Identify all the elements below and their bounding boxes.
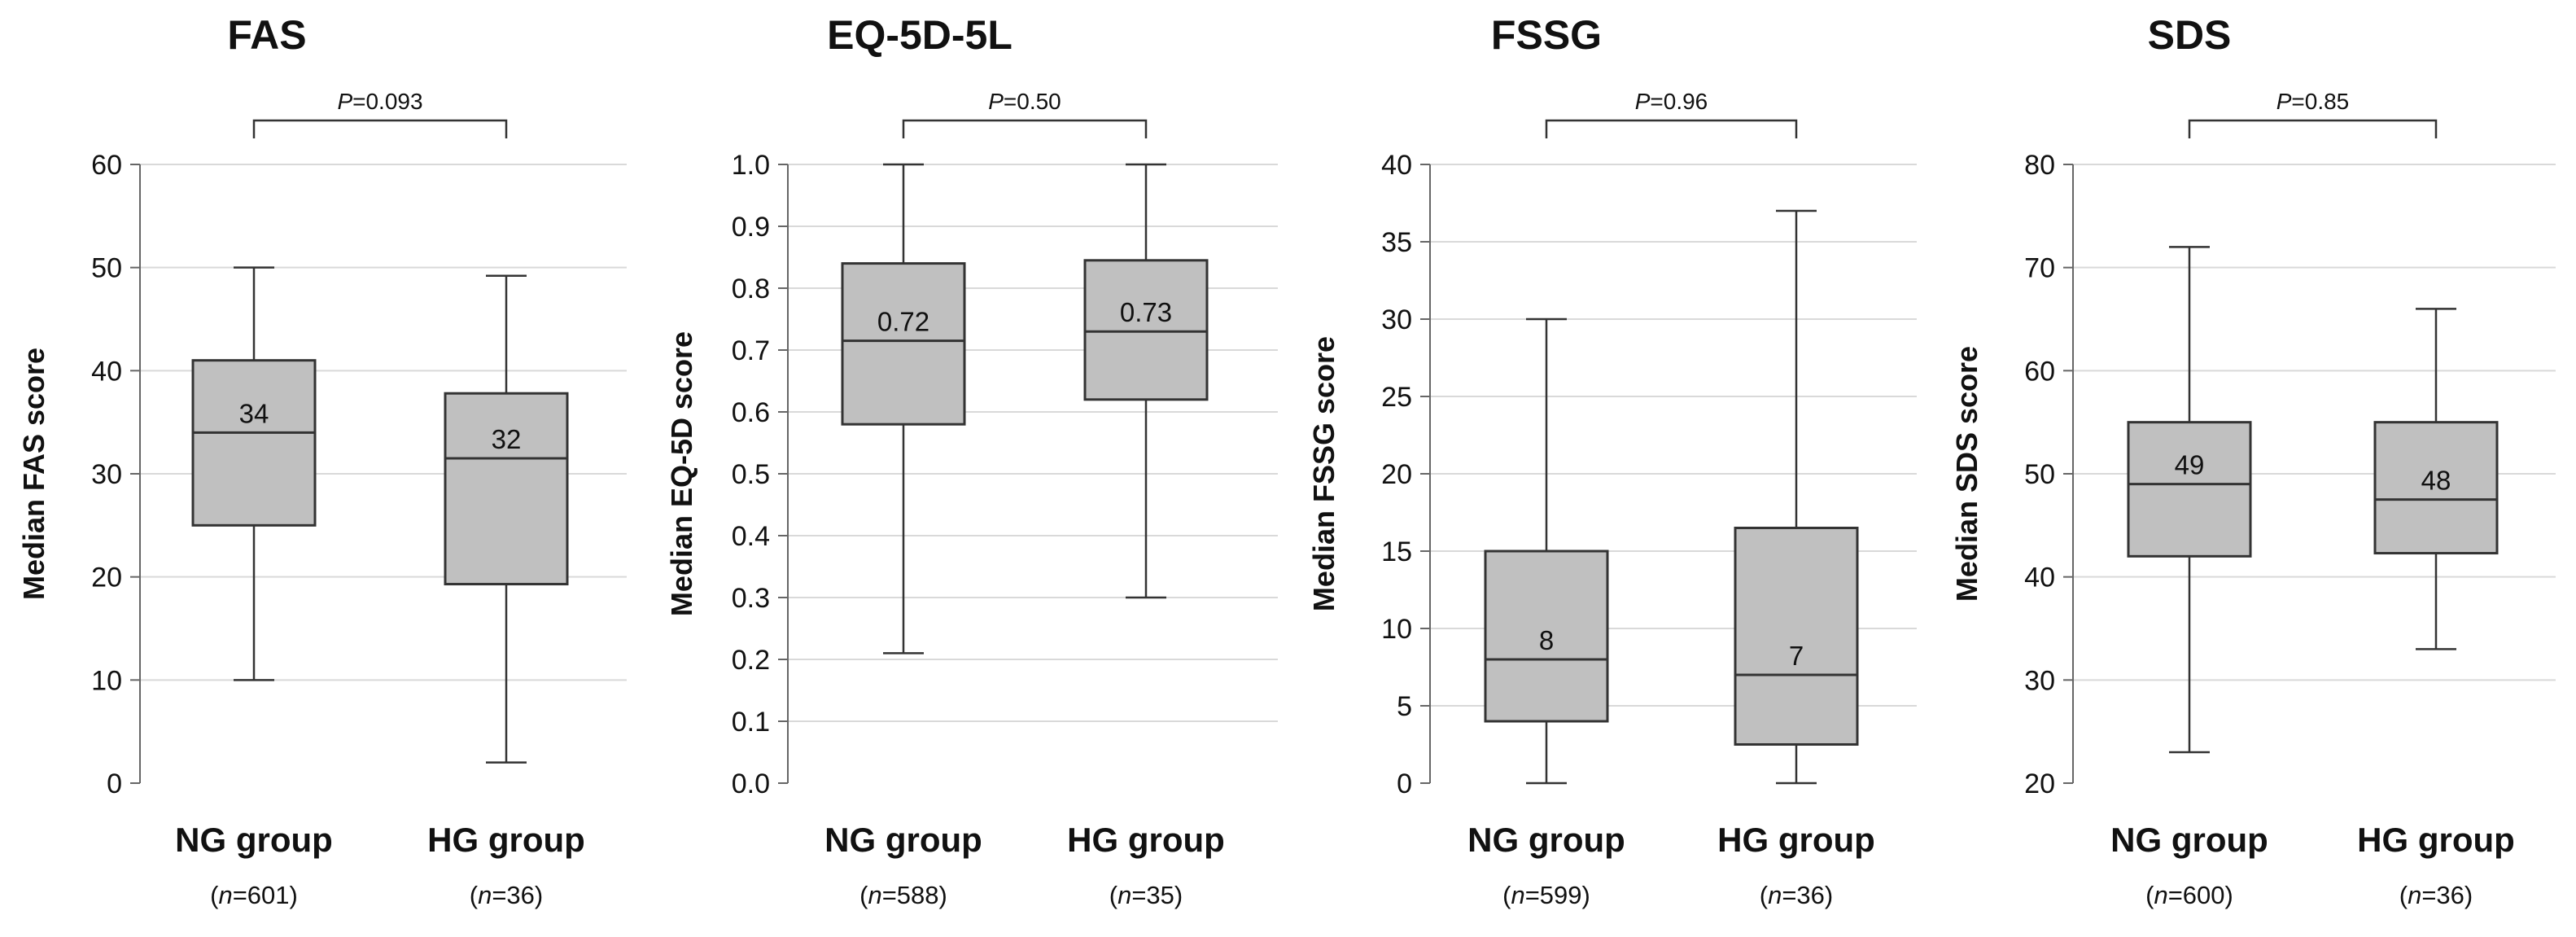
y-axis-label: Median FSSG score xyxy=(1307,336,1340,611)
box-hg-group: 0.73 xyxy=(1083,163,1209,599)
y-tick-label: 50 xyxy=(2024,459,2055,490)
y-tick-label: 20 xyxy=(91,563,122,593)
y-tick-label: 0.7 xyxy=(732,335,770,366)
iqr-box xyxy=(1484,550,1609,723)
box-hg-group: 7 xyxy=(1734,209,1859,785)
sample-size-label: (n=36) xyxy=(1760,881,1834,909)
median-label: 0.73 xyxy=(1120,297,1172,327)
significance-bracket xyxy=(1545,119,1798,138)
iqr-box xyxy=(444,392,569,586)
significance-bracket xyxy=(252,119,508,138)
y-tick-label: 50 xyxy=(91,253,122,284)
group-label: HG group xyxy=(427,821,585,859)
chart-panel-sds: SDS 20 30 40 50 60 70 80 Median SDS score 49 NG gr… xyxy=(1950,12,2556,909)
box-ng-group: 34 xyxy=(191,266,317,681)
sample-size-label: (n=601) xyxy=(210,881,298,909)
median-label: 34 xyxy=(239,398,269,428)
p-value-label: P=0.093 xyxy=(337,89,422,114)
chart-panel-fas: FAS 0 10 20 30 40 50 60 Median FAS score 34 NG gro… xyxy=(17,12,627,909)
group-label: NG group xyxy=(2110,821,2268,859)
median-label: 0.72 xyxy=(877,307,929,337)
y-tick-label: 0.6 xyxy=(732,397,770,428)
y-tick-label: 20 xyxy=(1381,459,1412,490)
median-label: 48 xyxy=(2421,466,2451,496)
y-tick-label: 0.2 xyxy=(732,645,770,676)
iqr-box xyxy=(841,262,966,426)
y-tick-label: 70 xyxy=(2024,253,2055,284)
y-axis-label: Median EQ-5D score xyxy=(665,331,698,616)
y-tick-label: 30 xyxy=(2024,665,2055,696)
y-tick-label: 10 xyxy=(1381,614,1412,645)
box-hg-group: 32 xyxy=(444,274,569,764)
p-value-label: P=0.50 xyxy=(988,89,1061,114)
group-label: NG group xyxy=(1467,821,1625,859)
p-value-label: P=0.85 xyxy=(2276,89,2350,114)
iqr-box xyxy=(1734,527,1859,746)
chart-panel-eq-5d-5l: EQ-5D-5L 0.0 0.1 0.2 0.3 0.4 0.5 0.6 0.7 0.8 0.9 1.… xyxy=(665,12,1278,909)
y-tick-label: 0.0 xyxy=(732,768,770,799)
sample-size-label: (n=36) xyxy=(2399,881,2473,909)
y-tick-label: 30 xyxy=(91,459,122,490)
p-value-label: P=0.96 xyxy=(1635,89,1708,114)
group-label: HG group xyxy=(1717,821,1875,859)
y-tick-label: 40 xyxy=(2024,563,2055,593)
y-axis-label: Median SDS score xyxy=(1950,346,1983,602)
iqr-box xyxy=(1083,259,1209,401)
box-ng-group: 0.72 xyxy=(841,163,966,655)
box-hg-group: 48 xyxy=(2373,308,2499,650)
sample-size-label: (n=35) xyxy=(1109,881,1183,909)
group-label: HG group xyxy=(1067,821,1225,859)
y-tick-label: 20 xyxy=(2024,768,2055,799)
y-tick-label: 40 xyxy=(1381,150,1412,181)
iqr-box xyxy=(2373,421,2499,555)
iqr-box xyxy=(191,359,317,527)
significance-bracket xyxy=(902,119,1148,138)
median-label: 8 xyxy=(1539,625,1554,655)
y-tick-label: 0.5 xyxy=(732,459,770,490)
y-tick-label: 80 xyxy=(2024,150,2055,181)
y-tick-label: 10 xyxy=(91,665,122,696)
y-tick-label: 40 xyxy=(91,356,122,387)
group-label: NG group xyxy=(175,821,333,859)
y-tick-label: 60 xyxy=(91,150,122,181)
sample-size-label: (n=600) xyxy=(2145,881,2233,909)
y-tick-label: 30 xyxy=(1381,304,1412,335)
chart-title: FAS xyxy=(227,12,306,58)
y-tick-label: 0 xyxy=(1397,768,1412,799)
median-label: 32 xyxy=(492,424,522,454)
y-tick-label: 5 xyxy=(1397,691,1412,722)
sample-size-label: (n=36) xyxy=(470,881,544,909)
sample-size-label: (n=599) xyxy=(1502,881,1590,909)
y-tick-label: 0.4 xyxy=(732,521,770,552)
sample-size-label: (n=588) xyxy=(859,881,947,909)
y-tick-label: 0.1 xyxy=(732,707,770,738)
group-label: NG group xyxy=(824,821,982,859)
y-tick-label: 0.9 xyxy=(732,212,770,243)
significance-bracket xyxy=(2188,119,2438,138)
median-label: 7 xyxy=(1789,641,1804,671)
chart-title: FSSG xyxy=(1491,12,1602,58)
y-tick-label: 35 xyxy=(1381,227,1412,258)
median-label: 49 xyxy=(2175,450,2205,480)
box-ng-group: 49 xyxy=(2127,246,2252,754)
box-ng-group: 8 xyxy=(1484,317,1609,785)
chart-title: SDS xyxy=(2148,12,2232,58)
y-tick-label: 0 xyxy=(107,768,122,799)
y-tick-label: 0.8 xyxy=(732,274,770,304)
y-tick-label: 1.0 xyxy=(732,150,770,181)
y-tick-label: 0.3 xyxy=(732,583,770,614)
y-tick-label: 25 xyxy=(1381,382,1412,413)
y-tick-label: 15 xyxy=(1381,536,1412,567)
group-label: HG group xyxy=(2357,821,2515,859)
chart-panel-fssg: FSSG 0 5 10 15 20 25 30 35 40 Median FSSG score 8 NG… xyxy=(1307,12,1917,909)
y-axis-label: Median FAS score xyxy=(17,348,50,600)
iqr-box xyxy=(2127,421,2252,558)
chart-title: EQ-5D-5L xyxy=(827,12,1012,58)
y-tick-label: 60 xyxy=(2024,356,2055,387)
